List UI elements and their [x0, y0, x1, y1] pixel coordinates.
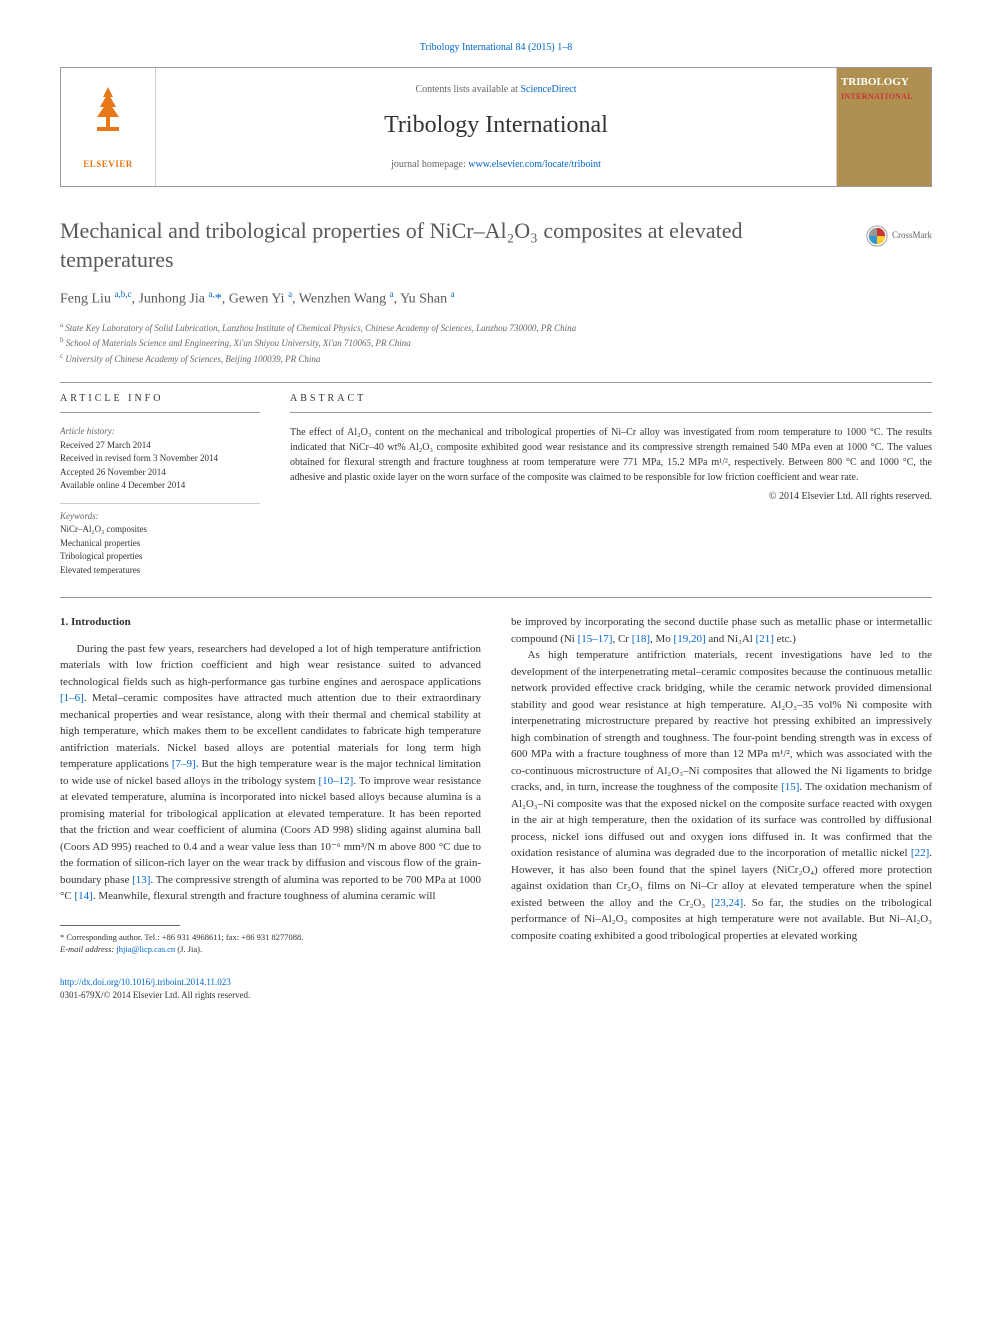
- abstract-block: ABSTRACT The effect of Al₂O₃ content on …: [290, 391, 932, 577]
- history-accepted: Accepted 26 November 2014: [60, 466, 260, 480]
- history-online: Available online 4 December 2014: [60, 479, 260, 493]
- contents-lists-line: Contents lists available at ScienceDirec…: [415, 82, 576, 97]
- keyword-2: Mechanical properties: [60, 537, 260, 551]
- intro-para-1: During the past few years, researchers h…: [60, 641, 481, 905]
- header-center: Contents lists available at ScienceDirec…: [156, 68, 836, 186]
- affiliation-c: c University of Chinese Academy of Scien…: [60, 351, 932, 367]
- keywords-label: Keywords:: [60, 503, 260, 524]
- homepage-prefix: journal homepage:: [391, 159, 468, 170]
- affiliation-b: b School of Materials Science and Engine…: [60, 335, 932, 351]
- crossmark-badge[interactable]: CrossMark: [866, 225, 932, 247]
- column-left: 1. Introduction During the past few year…: [60, 614, 481, 1002]
- divider-rule-2: [60, 597, 932, 598]
- sciencedirect-link[interactable]: ScienceDirect: [520, 84, 576, 95]
- divider-rule: [60, 382, 932, 383]
- email-label: E-mail address:: [60, 944, 116, 954]
- affiliations: a State Key Laboratory of Solid Lubricat…: [60, 320, 932, 367]
- body-columns: 1. Introduction During the past few year…: [60, 614, 932, 1002]
- homepage-link[interactable]: www.elsevier.com/locate/triboint: [468, 159, 601, 170]
- tribology-label-2: INTERNATIONAL: [841, 91, 927, 103]
- history-revised: Received in revised form 3 November 2014: [60, 452, 260, 466]
- article-title: Mechanical and tribological properties o…: [60, 217, 846, 274]
- issn-copyright: 0301-679X/© 2014 Elsevier Ltd. All right…: [60, 989, 481, 1003]
- abstract-copyright: © 2014 Elsevier Ltd. All rights reserved…: [290, 489, 932, 504]
- intro-para-2: be improved by incorporating the second …: [511, 614, 932, 647]
- affiliation-a: a State Key Laboratory of Solid Lubricat…: [60, 320, 932, 336]
- journal-title: Tribology International: [384, 107, 608, 143]
- elsevier-label: ELSEVIER: [83, 158, 133, 172]
- keyword-1: NiCr–Al₂O₃ composites: [60, 523, 260, 537]
- journal-header: ELSEVIER Contents lists available at Sci…: [60, 67, 932, 187]
- tribology-label-1: TRIBOLOGY: [841, 74, 927, 91]
- volume-pages-link[interactable]: Tribology International 84 (2015) 1–8: [60, 40, 932, 55]
- keyword-4: Elevated temperatures: [60, 564, 260, 578]
- section-1-head: 1. Introduction: [60, 614, 481, 631]
- column-right: be improved by incorporating the second …: [511, 614, 932, 1002]
- crossmark-label: CrossMark: [892, 229, 932, 243]
- email-suffix: (J. Jia).: [175, 944, 202, 954]
- keyword-3: Tribological properties: [60, 550, 260, 564]
- elsevier-tree-icon: [83, 83, 133, 158]
- article-info-block: ARTICLE INFO Article history: Received 2…: [60, 391, 260, 577]
- corresponding-footnote: * Corresponding author. Tel.: +86 931 49…: [60, 932, 481, 956]
- intro-para-3: As high temperature antifriction materia…: [511, 647, 932, 944]
- doi-link[interactable]: http://dx.doi.org/10.1016/j.triboint.201…: [60, 976, 481, 990]
- tribology-cover-logo: TRIBOLOGY INTERNATIONAL: [836, 68, 931, 186]
- corr-author-line: * Corresponding author. Tel.: +86 931 49…: [60, 932, 481, 944]
- history-label: Article history:: [60, 425, 260, 439]
- footnote-rule: [60, 925, 180, 926]
- history-received: Received 27 March 2014: [60, 439, 260, 453]
- authors-line: Feng Liu a,b,c, Junhong Jia a,*, Gewen Y…: [60, 288, 932, 310]
- abstract-text: The effect of Al₂O₃ content on the mecha…: [290, 425, 932, 485]
- homepage-line: journal homepage: www.elsevier.com/locat…: [391, 157, 601, 172]
- elsevier-logo[interactable]: ELSEVIER: [61, 68, 156, 186]
- contents-prefix: Contents lists available at: [415, 84, 520, 95]
- bottom-refs: http://dx.doi.org/10.1016/j.triboint.201…: [60, 976, 481, 1003]
- crossmark-icon: [866, 225, 888, 247]
- article-info-head: ARTICLE INFO: [60, 391, 260, 413]
- abstract-head: ABSTRACT: [290, 391, 932, 413]
- corr-email[interactable]: jhjia@licp.cas.cn: [116, 944, 175, 954]
